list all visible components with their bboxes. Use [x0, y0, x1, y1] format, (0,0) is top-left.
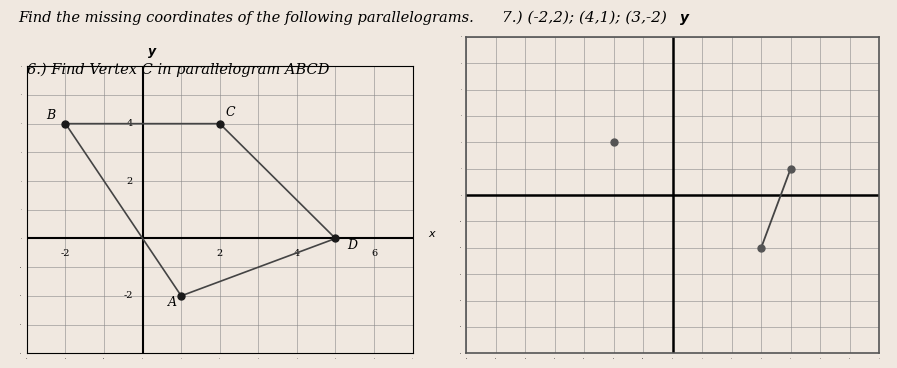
Text: A: A	[168, 296, 177, 309]
Text: 4: 4	[294, 248, 300, 258]
Text: C: C	[225, 106, 235, 120]
Text: 7.) (-2,2); (4,1); (3,-2): 7.) (-2,2); (4,1); (3,-2)	[502, 11, 667, 25]
Text: x: x	[429, 229, 435, 239]
Text: y: y	[148, 45, 156, 59]
Text: B: B	[47, 109, 56, 122]
Text: 4: 4	[126, 119, 133, 128]
Text: D: D	[347, 238, 357, 251]
Text: -2: -2	[124, 291, 133, 300]
Text: 6: 6	[371, 248, 377, 258]
Text: 6.) Find Vertex C in parallelogram ABCD: 6.) Find Vertex C in parallelogram ABCD	[27, 63, 329, 77]
Text: -2: -2	[61, 248, 70, 258]
Text: Find the missing coordinates of the following parallelograms.: Find the missing coordinates of the foll…	[18, 11, 474, 25]
Text: 2: 2	[126, 177, 133, 185]
Text: y: y	[680, 11, 689, 25]
Text: 2: 2	[217, 248, 222, 258]
